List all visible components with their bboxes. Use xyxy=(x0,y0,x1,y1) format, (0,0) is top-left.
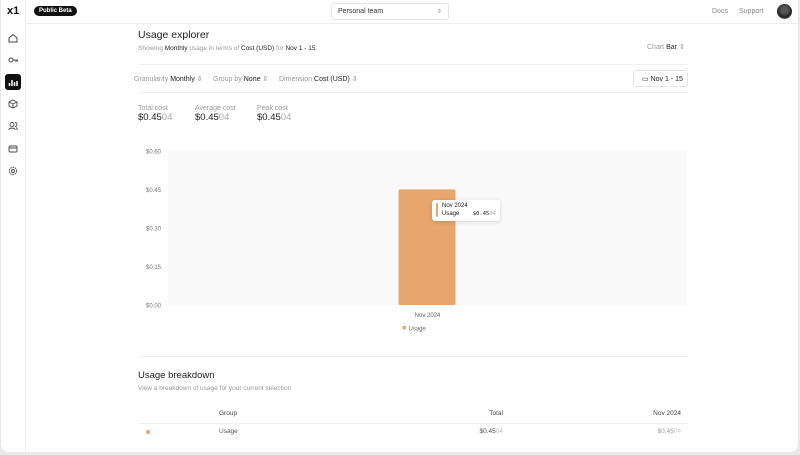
row-total: $0.4504 xyxy=(479,428,503,435)
tooltip-series: Usage xyxy=(442,211,460,217)
row-group: Usage xyxy=(219,428,238,435)
chart-type-select[interactable]: Chart Bar ⇕ xyxy=(647,44,685,51)
y-tick-label: $0.00 xyxy=(146,304,162,310)
granularity-select[interactable]: Granularity Monthly ⇕ xyxy=(134,76,203,83)
chart-tooltip: Nov 2024 Usage $0.4504 xyxy=(432,200,500,221)
team-selector[interactable]: Personal team ⇕ xyxy=(331,3,449,20)
legend-swatch xyxy=(402,326,406,330)
tooltip-value: $0.4504 xyxy=(472,211,496,217)
page-title: Usage explorer xyxy=(138,29,210,41)
logo: x1 xyxy=(7,5,20,17)
home-icon[interactable] xyxy=(5,30,21,46)
gear-icon[interactable] xyxy=(5,163,21,179)
usage-chart: $0.00 $0.15 $0.30 $0.45 $0.60 Nov 2024 Usage xyxy=(146,150,687,333)
series-color-dot xyxy=(146,430,150,434)
date-range-button[interactable]: ▭ Nov 1 - 15 xyxy=(633,70,688,87)
public-beta-badge: Public Beta xyxy=(34,6,77,16)
users-icon[interactable] xyxy=(5,118,21,134)
team-name: Personal team xyxy=(338,8,384,15)
chevron-updown-icon: ⇕ xyxy=(436,9,442,15)
breakdown-title: Usage breakdown xyxy=(138,370,215,381)
tooltip-title: Nov 2024 xyxy=(442,203,468,209)
column-nov-2024: Nov 2024 xyxy=(653,410,681,417)
row-nov-2024: $0.4504 xyxy=(657,428,681,435)
y-tick-label: $0.30 xyxy=(146,227,162,233)
stat-average: Average cost $0.4504 xyxy=(195,105,236,123)
bar-chart-icon[interactable] xyxy=(5,74,21,90)
credit-card-icon[interactable] xyxy=(5,141,21,157)
dimension-select[interactable]: Dimension Cost (USD) ⇕ xyxy=(279,76,358,83)
avatar[interactable] xyxy=(777,4,792,19)
cube-icon[interactable] xyxy=(5,96,21,112)
page-subtitle: Showing Monthly usage in terms of Cost (… xyxy=(138,45,318,52)
x-tick-label: Nov 2024 xyxy=(415,313,441,319)
group-by-select[interactable]: Group by None ⇕ xyxy=(213,76,269,83)
y-tick-label: $0.60 xyxy=(146,150,162,156)
calendar-icon: ▭ xyxy=(642,76,649,83)
legend-label: Usage xyxy=(409,327,427,333)
top-header: Public Beta Personal team ⇕ Docs Support xyxy=(26,0,798,24)
y-tick-label: $0.15 xyxy=(146,265,162,271)
column-total: Total xyxy=(489,410,503,417)
column-group: Group xyxy=(219,410,238,417)
key-icon[interactable] xyxy=(5,52,21,68)
sidebar: x1 xyxy=(1,0,26,452)
breakdown-subtitle: View a breakdown of usage for your curre… xyxy=(138,385,292,392)
stat-peak: Peak cost $0.4504 xyxy=(257,105,292,123)
support-link[interactable]: Support xyxy=(739,8,764,15)
y-tick-label: $0.45 xyxy=(146,188,162,194)
stat-total: Total cost $0.4504 xyxy=(138,105,173,123)
docs-link[interactable]: Docs xyxy=(712,8,728,15)
